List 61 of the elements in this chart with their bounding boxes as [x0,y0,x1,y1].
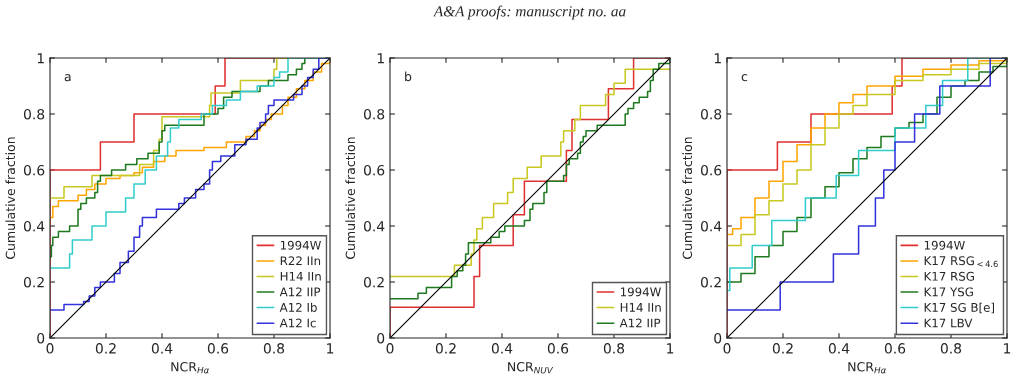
chart-title: A&A proofs: manuscript no. aa [433,5,626,20]
legend-label: H14 IIn [280,272,321,281]
y-axis-title: Cumulative fraction [345,137,356,259]
y-tick-label: 0.2 [700,276,721,288]
y-tick-label: 0.6 [700,164,722,176]
x-tick-label: 0.8 [603,343,625,354]
x-axis-title: NCR$_{Hα}$ [171,361,210,374]
x-tick-label: 0.2 [435,343,456,354]
y-axis-title: Cumulative fraction [5,137,16,259]
legend-label: K17 LBV [924,318,973,328]
legend-label: 1994W [280,240,321,250]
legend-label: A12 IIP [279,287,321,297]
x-tick-label: 0.4 [828,343,850,354]
y-tick-label: 0 [37,332,45,344]
y-tick-label: 0.6 [363,164,385,176]
x-tick-label: 0 [46,343,54,354]
x-tick-label: 0 [723,343,731,354]
x-tick-label: 0.8 [940,343,962,354]
x-tick-label: 0.6 [207,343,229,354]
legend-label: A12 Ib [279,302,317,312]
y-tick-label: 0.8 [363,108,385,120]
legend-label: K17 SG B[e] [924,302,995,314]
legend-label: H14 IIn [620,303,661,312]
y-tick-label: 0.2 [23,276,44,288]
y-tick-label: 1 [377,53,384,64]
legend-label: A12 IIP [619,318,661,328]
legend-label: A12 Ic [279,318,316,328]
y-tick-label: 1 [37,53,44,64]
annotation: b [405,71,412,82]
y-tick-label: 0.6 [23,164,45,176]
annotation: a [64,74,71,82]
y-tick-label: 0.4 [23,220,45,232]
x-tick-label: 0 [386,343,394,354]
legend-label: 1994W [620,287,661,297]
x-tick-label: 0.6 [547,343,569,354]
legend-label: 1994W [924,240,965,250]
x-tick-label: 0.8 [263,343,285,354]
y-tick-label: 0 [377,332,385,344]
x-axis-title: NCR$_{NUV}$ [508,361,554,374]
y-tick-label: 0 [714,332,722,344]
x-tick-label: 0.2 [95,343,116,354]
y-tick-label: 0.4 [700,220,722,232]
legend-label: K17 RSG$_{<4.6}$ [924,256,998,268]
y-tick-label: 0.8 [700,108,722,120]
legend-label: R22 IIn [280,256,321,266]
x-tick-label: 0.2 [772,343,793,354]
x-tick-label: 1 [327,343,334,354]
x-tick-label: 1 [1004,343,1011,354]
x-tick-label: 0.4 [491,343,513,354]
x-tick-label: 0.4 [151,343,173,354]
x-tick-label: 0.6 [884,343,906,354]
x-tick-label: 1 [667,343,674,354]
legend-label: K17 RSG [924,271,974,281]
y-tick-label: 0.8 [23,108,45,120]
annotation: c [741,74,748,82]
y-tick-label: 1 [714,53,721,64]
y-tick-label: 0.2 [363,276,384,288]
legend-label: K17 YSG [924,287,973,297]
y-axis-title: Cumulative fraction [682,137,693,259]
y-tick-label: 0.4 [363,220,385,232]
x-axis-title: NCR$_{Hα}$ [848,361,887,374]
